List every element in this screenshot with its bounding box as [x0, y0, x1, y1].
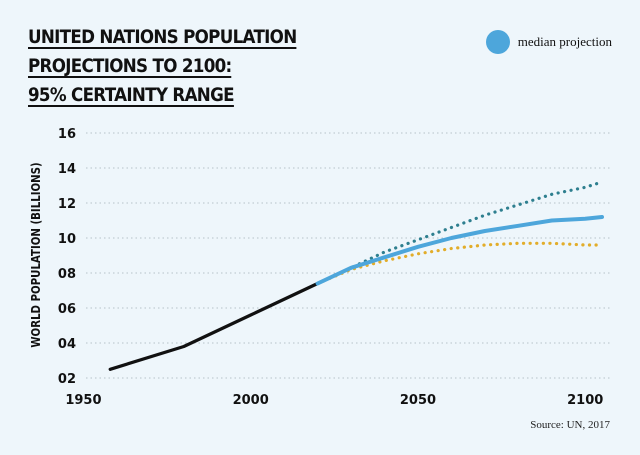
y-tick-labels: 02 04 06 08 10 12 14 16: [58, 127, 76, 387]
x-tick-label: 2050: [400, 393, 436, 408]
y-tick-label: 16: [58, 127, 76, 142]
x-tick-label: 2100: [567, 393, 603, 408]
chart-title-line-1: UNITED NATIONS POPULATION: [28, 26, 297, 49]
legend-swatch-median: [485, 30, 510, 54]
series: [108, 180, 604, 371]
series-line-median: [315, 215, 604, 286]
legend-label-median: median projection: [517, 34, 612, 49]
y-tick-label: 10: [58, 232, 76, 247]
y-tick-label: 08: [58, 267, 76, 282]
legend: median projection: [485, 30, 612, 54]
y-tick-label: 12: [58, 197, 76, 212]
series-line-lower: [316, 241, 604, 286]
x-tick-labels: 1950 2000 2050 2100: [65, 393, 603, 408]
y-tick-label: 02: [58, 372, 76, 387]
chart-title-line-3: 95% CERTAINTY RANGE: [28, 84, 235, 107]
grid: [86, 132, 612, 379]
series-line-historical: [108, 281, 320, 371]
source-note: Source: UN, 2017: [530, 419, 610, 431]
y-tick-label: 06: [58, 302, 76, 317]
x-tick-label: 2000: [233, 393, 269, 408]
y-axis-label: WORLD POPULATION (BILLIONS): [29, 162, 43, 347]
y-tick-label: 14: [58, 162, 76, 177]
x-tick-label: 1950: [65, 393, 101, 408]
chart-title-line-2: PROJECTIONS TO 2100:: [28, 55, 232, 78]
y-tick-label: 04: [58, 337, 76, 352]
